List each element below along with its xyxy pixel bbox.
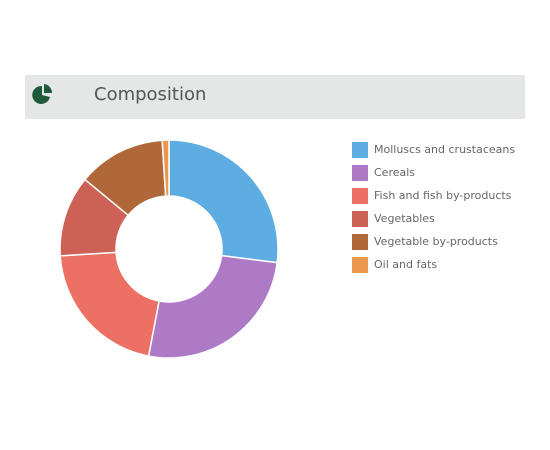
- legend-swatch: [352, 188, 368, 204]
- slice: [147, 254, 278, 359]
- slice: [59, 251, 160, 357]
- legend-swatch: [352, 234, 368, 250]
- header-bar: [25, 75, 525, 119]
- slice: [168, 139, 279, 264]
- header-icon: [32, 84, 53, 104]
- legend-swatch: [352, 142, 368, 158]
- legend-label: Vegetable by-products: [374, 235, 498, 248]
- legend-label: Vegetables: [374, 212, 435, 225]
- legend-label: Oil and fats: [374, 258, 437, 271]
- legend: Molluscs and crustaceans Cereals Fish and …: [352, 142, 515, 273]
- legend-label: Molluscs and crustaceans: [374, 143, 515, 156]
- legend-swatch: [352, 165, 368, 181]
- legend-swatch: [352, 211, 368, 227]
- donut: [59, 139, 279, 359]
- legend-label: Fish and fish by-products: [374, 189, 512, 202]
- legend-label: Cereals: [374, 166, 415, 179]
- legend-swatch: [352, 257, 368, 273]
- slice: [161, 139, 170, 197]
- chart-title: Composition: [94, 84, 206, 105]
